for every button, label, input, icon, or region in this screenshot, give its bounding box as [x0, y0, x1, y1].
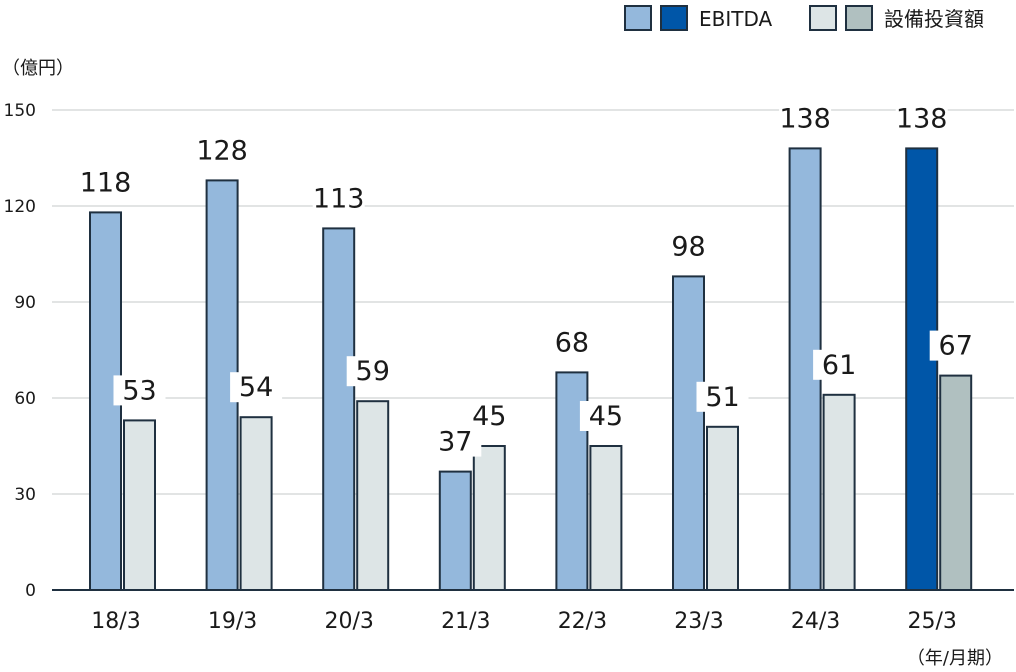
- value-label-capex: 45: [589, 401, 623, 432]
- value-label-capex: 45: [472, 401, 506, 432]
- legend-label-ebitda: EBITDA: [699, 7, 773, 31]
- y-tick-label: 150: [4, 101, 36, 121]
- value-label-bg: [346, 356, 399, 387]
- x-tick-label: 20/3: [324, 609, 373, 634]
- value-label-ebitda: 68: [555, 327, 589, 358]
- value-label-capex: 53: [122, 375, 156, 406]
- bars-layer: [89, 147, 973, 592]
- bar-capex: [356, 400, 390, 592]
- x-tick-label: 24/3: [791, 609, 840, 634]
- value-label-bg: [196, 135, 249, 166]
- x-tick-label: 22/3: [558, 609, 607, 634]
- value-label-bg: [662, 231, 715, 262]
- bar-capex: [706, 425, 739, 591]
- value-label-bg: [579, 401, 632, 431]
- legend-swatch-ebitda: [660, 5, 688, 31]
- y-tick-label: 0: [25, 581, 36, 601]
- x-tick-label: 23/3: [674, 609, 723, 634]
- value-label-bg: [895, 103, 948, 134]
- value-label-ebitda: 128: [196, 135, 248, 166]
- legend: EBITDA 設備投資額: [624, 5, 984, 31]
- legend-swatch-capex: [845, 5, 873, 31]
- labels-layer: 0 30 60 90 120 150 118 53 18/3 128 54 19/3 113 59 20/3…: [4, 101, 982, 634]
- value-label-ebitda: 138: [779, 103, 831, 134]
- bar-capex: [472, 445, 506, 591]
- value-label-ebitda: 113: [313, 183, 365, 214]
- y-tick-label: 90: [14, 293, 36, 313]
- value-label-bg: [929, 330, 982, 361]
- bar-ebitda: [322, 227, 356, 591]
- value-label-bg: [813, 349, 866, 380]
- x-tick-label: 18/3: [91, 609, 140, 634]
- value-label-bg: [113, 375, 166, 406]
- value-label-bg: [429, 426, 482, 457]
- bar-capex: [939, 374, 973, 591]
- value-label-capex: 51: [705, 382, 739, 413]
- value-label-bg: [545, 327, 598, 358]
- value-label-bg: [463, 401, 516, 431]
- value-label-bg: [312, 183, 365, 214]
- value-label-bg: [79, 167, 132, 198]
- value-label-capex: 59: [356, 356, 390, 387]
- x-tick-label: 21/3: [441, 609, 490, 634]
- grid-layer: [52, 109, 1014, 591]
- x-tick-label: 25/3: [907, 609, 956, 634]
- x-tick-label: 19/3: [208, 609, 257, 634]
- x-unit-label: （年/月期）: [907, 648, 1003, 669]
- value-label-ebitda: 98: [671, 231, 705, 262]
- value-label-capex: 61: [822, 350, 856, 381]
- bar-capex: [822, 393, 856, 591]
- bar-capex: [589, 445, 623, 591]
- value-label-ebitda: 138: [896, 103, 948, 134]
- legend-label-capex: 設備投資額: [884, 7, 984, 31]
- value-label-bg: [230, 372, 283, 403]
- bar-ebitda: [438, 470, 472, 592]
- legend-swatch-capex: [809, 5, 837, 31]
- y-unit-label: （億円）: [2, 58, 74, 79]
- bar-capex: [123, 419, 156, 591]
- value-label-bg: [779, 103, 832, 134]
- value-label-capex: 67: [939, 331, 973, 362]
- value-label-capex: 54: [239, 372, 273, 403]
- y-tick-label: 30: [14, 485, 36, 505]
- y-tick-label: 60: [14, 389, 36, 409]
- y-tick-label: 120: [4, 197, 36, 217]
- bar-capex: [239, 416, 273, 592]
- bar-ebitda: [672, 275, 705, 591]
- value-label-bg: [696, 381, 749, 412]
- legend-swatch-ebitda: [624, 5, 652, 31]
- bar-ebitda: [905, 147, 939, 591]
- value-label-ebitda: 37: [438, 427, 472, 458]
- value-label-ebitda: 118: [80, 167, 132, 198]
